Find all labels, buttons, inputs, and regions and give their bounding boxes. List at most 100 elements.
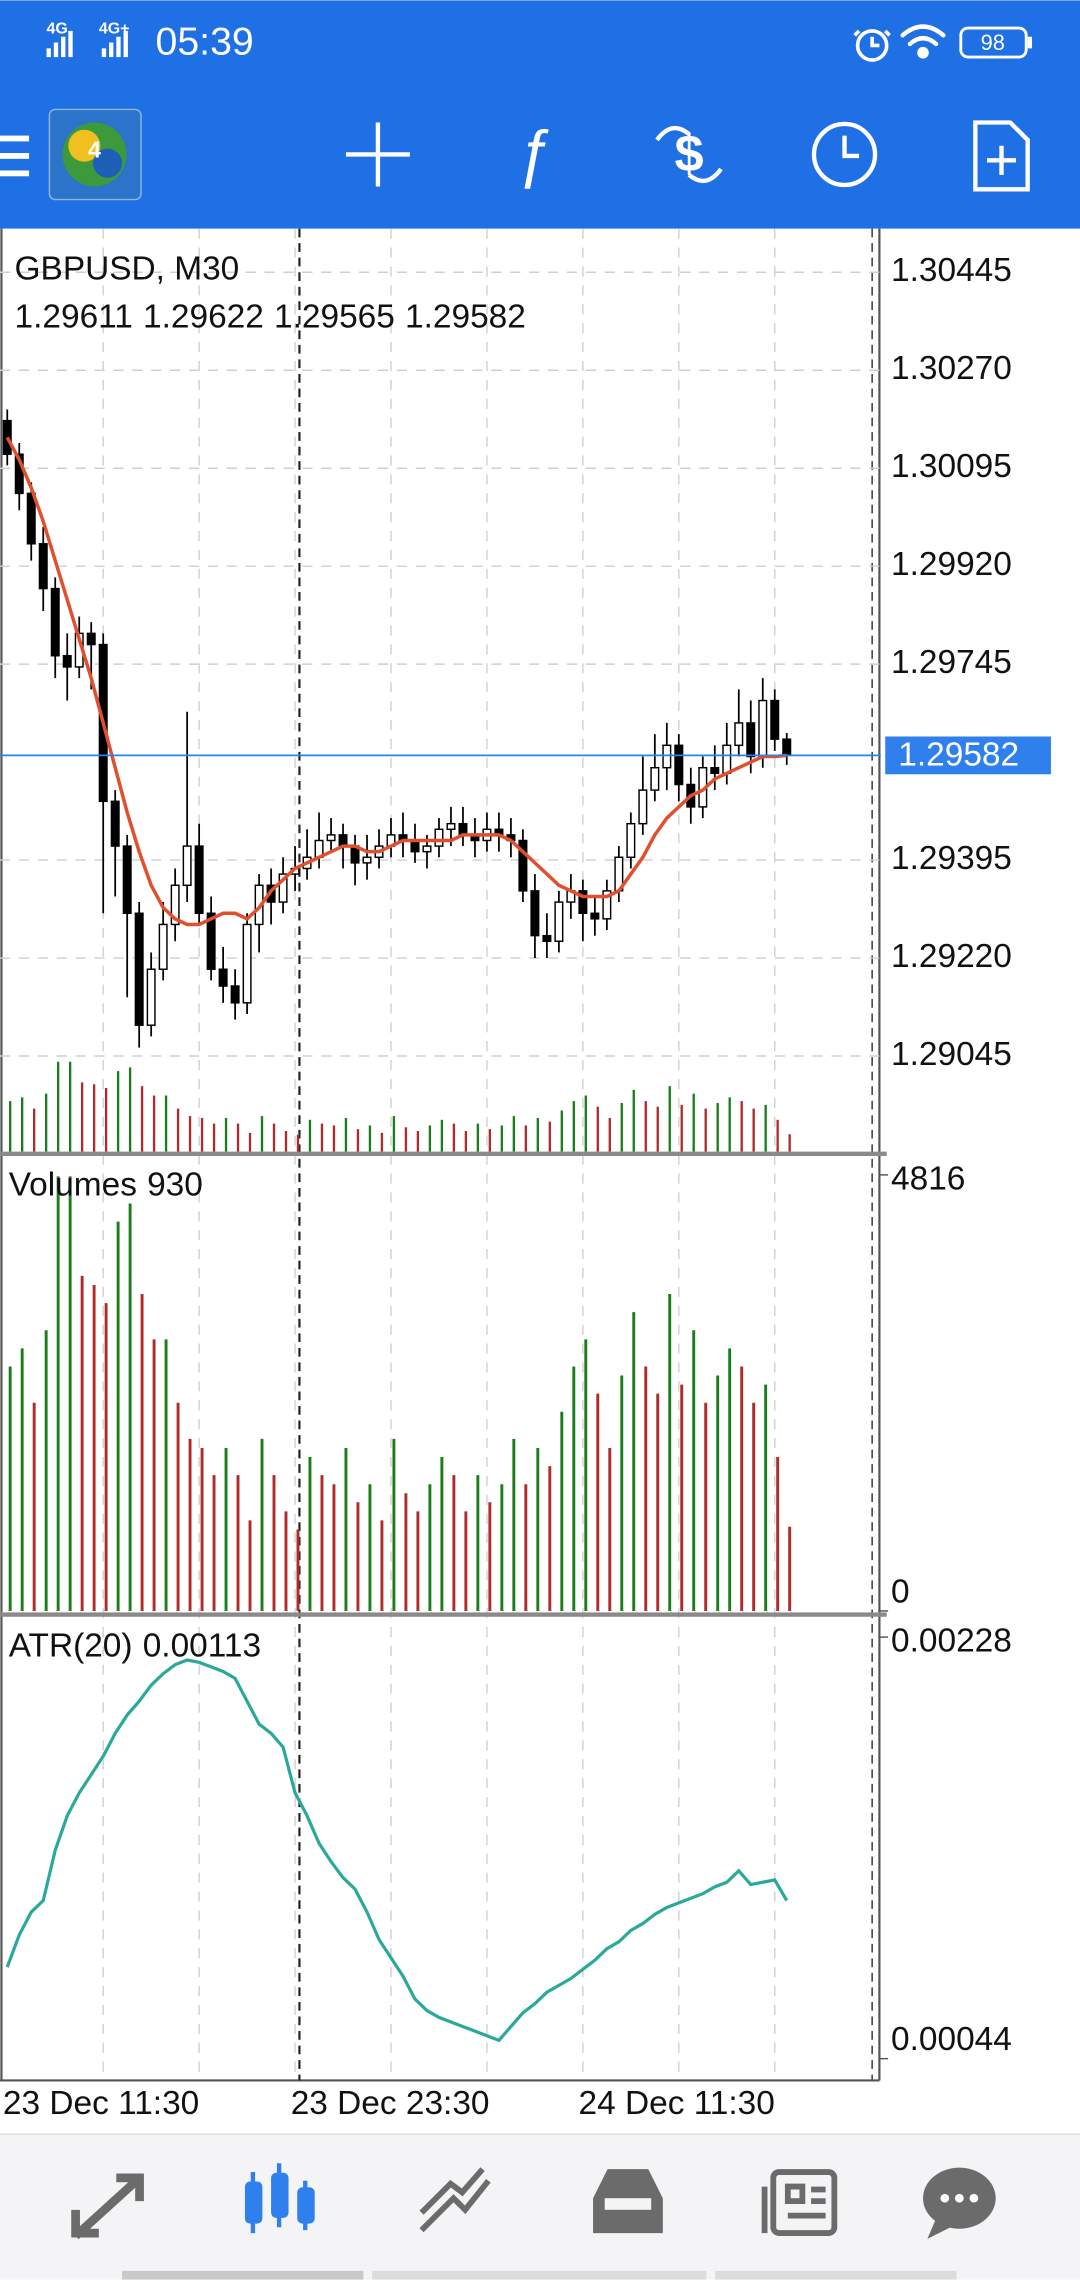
y-tick-label: 1.30095 (891, 448, 1012, 485)
y-tick-label: 1.30270 (891, 350, 1012, 387)
y-tick-label: 0 (891, 1573, 910, 1610)
moving-average (5, 436, 787, 927)
y-tick-label: 1.29395 (891, 840, 1012, 877)
candle-body (158, 923, 168, 970)
candle-body (170, 884, 180, 926)
network-label: 4G (47, 21, 68, 38)
candle-body (26, 492, 36, 545)
ohlc-readout: 1.29611 1.29622 1.29565 1.29582 (15, 299, 526, 336)
candle-body (542, 934, 552, 942)
candle-body (518, 839, 528, 892)
candle-body (446, 822, 456, 831)
nav-indicator (372, 2270, 707, 2280)
ohlc-close: 1.29582 (405, 299, 526, 336)
candle-body (638, 789, 648, 825)
candle-body (38, 543, 48, 590)
battery-tip (1027, 36, 1033, 49)
x-tick-label: 24 Dec 11:30 (579, 2085, 775, 2122)
volume-last: 930 (147, 1166, 203, 1203)
period-button[interactable] (811, 121, 878, 188)
wifi-icon (900, 24, 946, 59)
crosshair-button[interactable] (345, 122, 410, 187)
menu-button[interactable] (0, 135, 30, 177)
candle-body (2, 419, 12, 455)
status-bar: 4G 4G+ 05:39 98 (46, 19, 1033, 63)
candle-body (326, 834, 336, 842)
chat-tab[interactable] (923, 2167, 996, 2239)
candle-body (14, 453, 24, 495)
candle-body (62, 655, 72, 668)
y-tick-label: 0.00044 (891, 2021, 1012, 2058)
candle-body (662, 744, 672, 769)
candle-body (758, 699, 768, 758)
history-tab[interactable] (593, 2169, 663, 2234)
candle-body (734, 722, 744, 747)
x-tick-label: 23 Dec 23:30 (291, 2085, 490, 2122)
toolbar: 4 ƒ $ (0, 108, 1030, 201)
candle-body (110, 800, 120, 847)
atr-last: 0.00113 (143, 1627, 261, 1664)
trade-button[interactable]: $ (655, 125, 723, 183)
signal-icon (101, 30, 128, 58)
y-tick-label: 1.30445 (891, 252, 1012, 289)
candle-body (278, 873, 288, 903)
candle-body (674, 744, 684, 786)
trade-tab[interactable] (419, 2167, 491, 2233)
app-logo[interactable]: 4 (48, 108, 142, 201)
clock: 05:39 (156, 19, 254, 63)
candle-body (530, 890, 540, 937)
svg-text:$: $ (674, 125, 703, 183)
candle-body (122, 845, 132, 914)
atr-name: ATR(20) (9, 1627, 133, 1664)
atr-line (5, 1658, 789, 2043)
chart-tab[interactable] (244, 2163, 315, 2234)
ohlc-low: 1.29565 (274, 299, 395, 336)
candle-body (554, 901, 564, 942)
y-tick-label: 1.29220 (891, 938, 1012, 975)
quotes-tab[interactable] (71, 2173, 144, 2240)
candle-body (230, 985, 240, 1004)
candle-body (434, 828, 444, 847)
candle-body (578, 890, 588, 914)
battery-level: 98 (981, 30, 1005, 55)
candle-body (722, 744, 732, 775)
candle-body (146, 968, 156, 1026)
svg-text:4: 4 (88, 137, 101, 163)
candle-body (86, 632, 96, 646)
volume-title: Volumes 930 (9, 1166, 203, 1203)
candle-body (194, 845, 204, 914)
indicators-button[interactable]: ƒ (516, 116, 552, 189)
network-label: 4G+ (99, 21, 130, 38)
candle-body (590, 912, 600, 920)
candle-body (650, 766, 660, 791)
candle-body (710, 766, 720, 775)
battery-icon (959, 26, 1028, 59)
ohlc-open: 1.29611 (15, 299, 133, 336)
plot (0, 409, 881, 2043)
y-tick-label: 1.29920 (891, 546, 1012, 583)
candle-body (50, 587, 60, 657)
news-tab[interactable] (761, 2169, 838, 2236)
candle-body (746, 722, 756, 758)
candle-body (782, 738, 792, 757)
atr-title: ATR(20) 0.00113 (9, 1627, 261, 1664)
chart-title: GBPUSD, M30 (15, 251, 240, 288)
volume-name: Volumes (9, 1166, 137, 1203)
candle-body (770, 699, 780, 740)
current-price-label: 1.29582 (898, 737, 1019, 774)
y-tick-label: 4816 (891, 1161, 965, 1198)
candle-body (422, 845, 432, 853)
svg-text:ƒ: ƒ (516, 116, 552, 189)
candle-body (362, 856, 372, 864)
new-order-button[interactable] (973, 120, 1030, 192)
candle-body (602, 890, 612, 920)
x-tick-label: 23 Dec 11:30 (3, 2085, 199, 2122)
candle-body (218, 968, 228, 987)
candle-body (242, 923, 252, 1004)
candle-body (134, 912, 144, 1026)
candle-body (182, 845, 192, 886)
alarm-icon (853, 29, 891, 62)
candle-body (626, 822, 636, 859)
